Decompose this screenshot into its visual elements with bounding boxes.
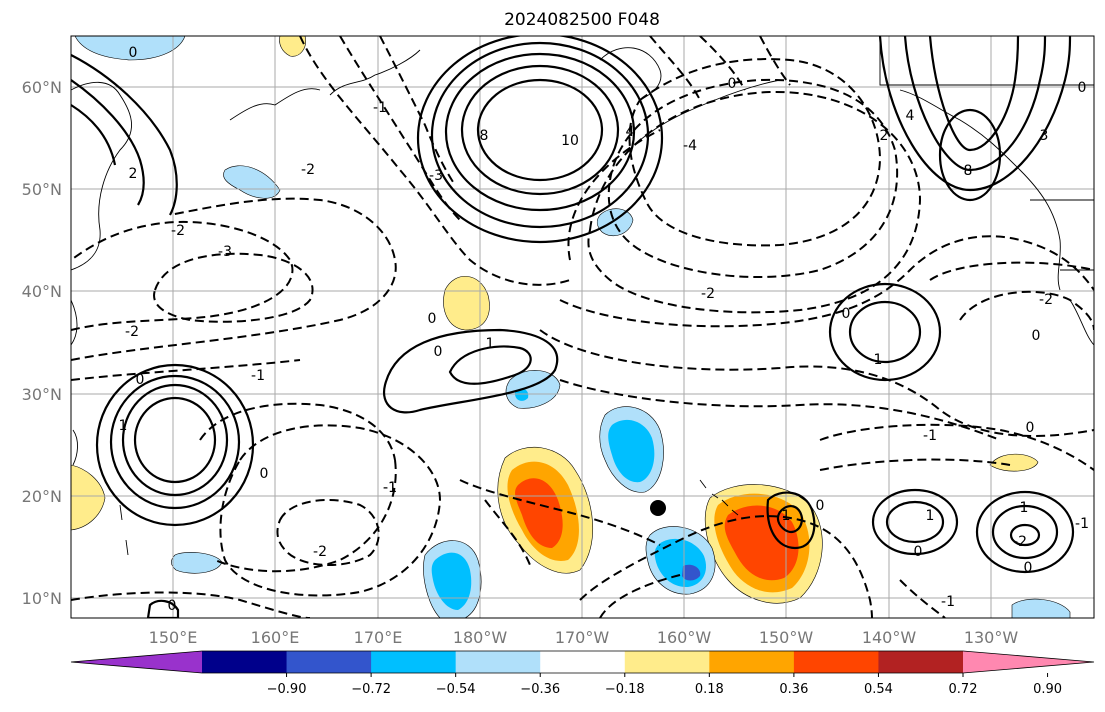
lon-label: 140°W (862, 628, 917, 647)
contour-label: 1 (486, 336, 495, 352)
contour-label: -4 (683, 138, 697, 154)
colorbar-tick-label: 0.72 (949, 682, 978, 697)
contour-label: 0 (428, 311, 437, 327)
location-marker (650, 500, 666, 516)
colorbar-tick-label: −0.36 (520, 682, 560, 697)
contour-label: 0 (434, 344, 443, 360)
lat-label: 60°N (22, 78, 62, 97)
colorbar-swatch (540, 651, 626, 673)
contour-label: 1 (782, 508, 791, 524)
colorbar-tick-label: −0.90 (267, 682, 307, 697)
colorbar-swatch (371, 651, 457, 673)
longitude-axis: 150°E 160°E 170°E 180°W 170°W 160°W 150°… (149, 628, 1019, 647)
contour-label: 0 (914, 544, 923, 560)
contour-label: -3 (429, 168, 443, 184)
contour-label: 4 (626, 124, 635, 140)
contour-label: -2 (701, 286, 715, 302)
lat-label: 30°N (22, 385, 62, 404)
contour-label: -2 (1013, 534, 1027, 550)
lon-label: 180°W (453, 628, 508, 647)
lon-label: 130°W (964, 628, 1019, 647)
contour-label: 1 (874, 352, 883, 368)
colorbar-tick-label: 0.36 (779, 682, 808, 697)
lon-label: 150°E (149, 628, 198, 647)
colorbar-tick-label: −0.72 (351, 682, 391, 697)
contour-label: 8 (964, 163, 973, 179)
contour-label: 1 (1020, 500, 1029, 516)
colorbar-tick-label: 0.54 (864, 682, 893, 697)
positive-contours (71, 36, 1075, 618)
contour-label: 8 (480, 128, 489, 144)
lat-label: 50°N (22, 180, 62, 199)
contour-label: 0 (1024, 560, 1033, 576)
contour-label: 0 (728, 76, 737, 92)
colorbar-swatch (624, 651, 710, 673)
colorbar-tick-label: 0.18 (695, 682, 724, 697)
contour-label: -2 (125, 324, 139, 340)
contour-label: 0 (260, 466, 269, 482)
contour-label: -2 (301, 162, 315, 178)
contour-label: 0 (129, 45, 138, 61)
map-title: 2024082500 F048 (504, 10, 660, 30)
lon-label: 160°E (251, 628, 300, 647)
contour-label: 0 (168, 598, 177, 614)
contour-label: 1 (119, 418, 128, 434)
colorbar: −0.90 −0.72 −0.54 −0.36 −0.18 0.18 0.36 0.54 0.7… (70, 650, 1095, 697)
contour-label: -2 (1039, 292, 1053, 308)
colorbar-tick-label: 0.90 (1033, 682, 1062, 697)
lat-label: 40°N (22, 282, 62, 301)
map-frame (70, 35, 1095, 619)
graticule (71, 36, 1094, 618)
negative-contours (71, 36, 1094, 618)
lat-label: 10°N (22, 589, 62, 608)
warm-patch-ne-pacific (443, 275, 490, 331)
contour-label: -1 (383, 480, 397, 496)
latitude-axis: 60°N 50°N 40°N 30°N 20°N 10°N (22, 78, 62, 608)
contour-label: -1 (251, 368, 265, 384)
colorbar-swatch (286, 651, 372, 673)
lon-label: 170°E (354, 628, 403, 647)
contour-label: -3 (218, 244, 232, 260)
colorbar-outline (70, 650, 1095, 674)
colorbar-tick-label: −0.18 (605, 682, 645, 697)
contour-label: 0 (1026, 420, 1035, 436)
contour-label: -1 (373, 100, 387, 116)
contour-label: 4 (906, 108, 915, 124)
contour-label: 0 (842, 306, 851, 322)
contour-label: 0 (1032, 328, 1041, 344)
colorbar-swatch (202, 651, 288, 673)
colorbar-tick-label: −0.54 (436, 682, 476, 697)
contour-label: 0 (816, 498, 825, 514)
contour-label: -1 (923, 428, 937, 444)
colorbar-swatch (709, 651, 795, 673)
colorbar-swatch (878, 651, 964, 673)
contour-label: 10 (561, 133, 579, 149)
contour-label: -2 (313, 544, 327, 560)
colorbar-swatch (455, 651, 541, 673)
contour-label: 2 (880, 128, 889, 144)
contour-label: 3 (1040, 128, 1049, 144)
contour-label: 0 (1078, 80, 1087, 96)
lat-label: 20°N (22, 487, 62, 506)
contour-labels: 0 -2 2 -3 -2 -1 0 1 -2 -1 8 10 4 -2 -1 -… (119, 45, 1089, 614)
contour-label: 2 (129, 166, 138, 182)
lon-label: 160°W (657, 628, 712, 647)
contour-label: 0 (136, 372, 145, 388)
contour-label: -2 (171, 223, 185, 239)
contour-label: -1 (1075, 516, 1089, 532)
lon-label: 170°W (555, 628, 610, 647)
lon-label: 150°W (759, 628, 814, 647)
contour-label: 1 (926, 508, 935, 524)
colorbar-swatch (793, 651, 879, 673)
colorbar-extend-min (71, 651, 202, 673)
colorbar-extend-max (963, 651, 1094, 673)
contour-label: -1 (383, 480, 397, 496)
contour-label: -1 (941, 594, 955, 610)
